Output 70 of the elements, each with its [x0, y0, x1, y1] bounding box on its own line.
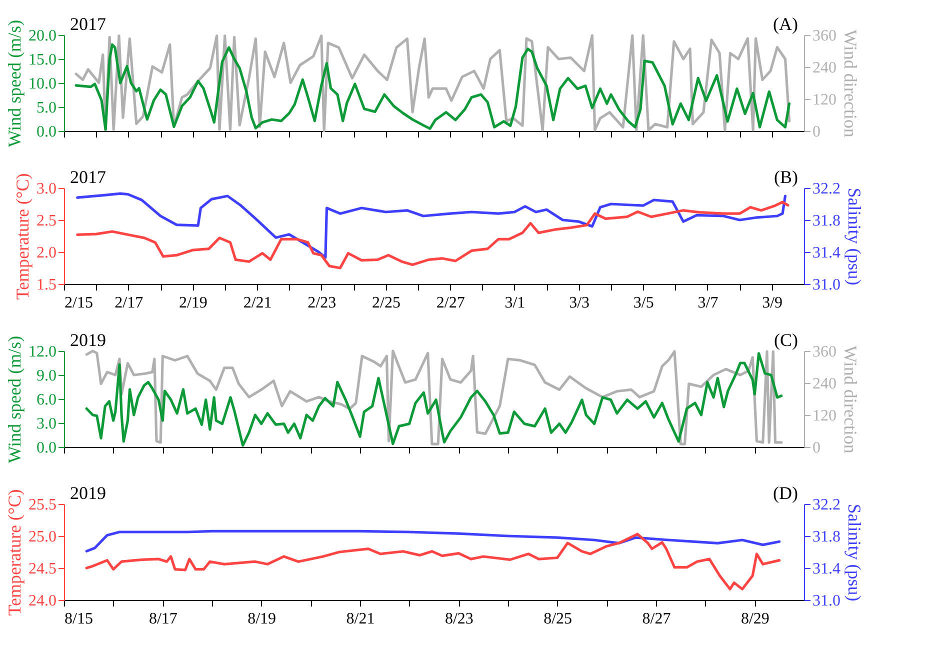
- x-tick-label: 2/19: [178, 294, 208, 312]
- y-tick-label: 3.0: [36, 416, 56, 432]
- x-tick-label: 8/15: [64, 610, 93, 628]
- y2-tick-label: 360: [812, 344, 836, 360]
- y-tick-label: 12.0: [28, 344, 56, 360]
- y-tick-label: 5.0: [36, 100, 56, 116]
- y-tick-label: 2.0: [36, 244, 56, 262]
- x-tick-label: 8/29: [740, 610, 770, 628]
- x-tick-label: 3/7: [698, 294, 718, 312]
- x-tick-label: 8/25: [544, 610, 572, 628]
- y-axis-title: Wind speed (m/s): [4, 336, 24, 464]
- y-tick-label: 2.5: [36, 212, 56, 230]
- y-tick-label: 9.0: [36, 368, 56, 384]
- y-tick-label: 15.0: [28, 52, 56, 68]
- y-tick-label: 25.0: [28, 528, 56, 546]
- y2-axis-title: Wind direction: [840, 30, 860, 138]
- x-tick-label: 8/21: [346, 610, 375, 628]
- y2-axis-title: Salinity (psu): [844, 504, 864, 602]
- x-tick-label: 2/21: [243, 294, 272, 312]
- x-tick-label: 2/15: [64, 294, 93, 312]
- x-tick-label: 2/23: [308, 294, 336, 312]
- x-tick-label: 8/17: [148, 610, 178, 628]
- text: (B): [774, 167, 798, 187]
- y2-tick-label: 31.4: [812, 244, 840, 262]
- y2-tick-label: 0: [812, 124, 820, 140]
- x-tick-label: 3/9: [762, 294, 783, 312]
- y-tick-label: 25.5: [28, 496, 56, 514]
- text: 2019: [70, 483, 106, 503]
- y2-tick-label: 31.8: [812, 528, 840, 546]
- y2-tick-label: 360: [812, 28, 836, 44]
- x-tick-label: 2/25: [372, 294, 400, 312]
- y2-tick-label: 240: [812, 376, 836, 392]
- x-tick-label: 2/17: [114, 294, 144, 312]
- y-tick-label: 6.0: [36, 392, 56, 408]
- x-tick-label: 3/5: [633, 294, 654, 312]
- y2-tick-label: 31.4: [812, 560, 840, 578]
- y-axis-title: Wind speed (m/s): [4, 20, 24, 148]
- x-tick-label: 8/23: [444, 610, 474, 628]
- text: 2017: [70, 167, 106, 187]
- text: (C): [774, 330, 798, 350]
- text: (A): [773, 14, 798, 34]
- y2-tick-label: 31.8: [812, 212, 840, 230]
- text: (D): [773, 483, 798, 503]
- text: 2017: [70, 14, 106, 34]
- x-tick-label: 2/27: [436, 294, 465, 312]
- x-tick-label: 3/1: [504, 294, 526, 312]
- y-tick-label: 10.0: [28, 76, 56, 92]
- y2-tick-label: 240: [812, 60, 836, 76]
- x-tick-label: 8/27: [642, 610, 671, 628]
- y2-tick-label: 32.2: [812, 180, 840, 198]
- y-tick-label: 0.0: [36, 440, 56, 456]
- y2-tick-label: 32.2: [812, 496, 840, 514]
- y-tick-label: 0.0: [36, 124, 56, 140]
- y-tick-label: 24.0: [28, 592, 56, 610]
- y2-tick-label: 120: [812, 92, 836, 108]
- y2-tick-label: 120: [812, 408, 836, 424]
- y-axis-title: Temperature (°C): [12, 173, 32, 300]
- y2-axis-title: Salinity (psu): [844, 188, 864, 286]
- y2-tick-label: 0: [812, 440, 820, 456]
- y2-tick-label: 31.0: [812, 276, 840, 294]
- y-tick-label: 24.5: [28, 560, 56, 578]
- text: 2019: [70, 330, 106, 350]
- y-tick-label: 1.5: [36, 276, 56, 294]
- y-tick-label: 20.0: [28, 28, 56, 44]
- y2-axis-title: Wind direction: [840, 346, 860, 454]
- y-axis-title: Temperature (°C): [4, 489, 24, 616]
- x-tick-label: 8/19: [248, 610, 276, 628]
- y-tick-label: 3.0: [36, 180, 56, 198]
- x-tick-label: 3/3: [569, 294, 590, 312]
- y2-tick-label: 31.0: [812, 592, 840, 610]
